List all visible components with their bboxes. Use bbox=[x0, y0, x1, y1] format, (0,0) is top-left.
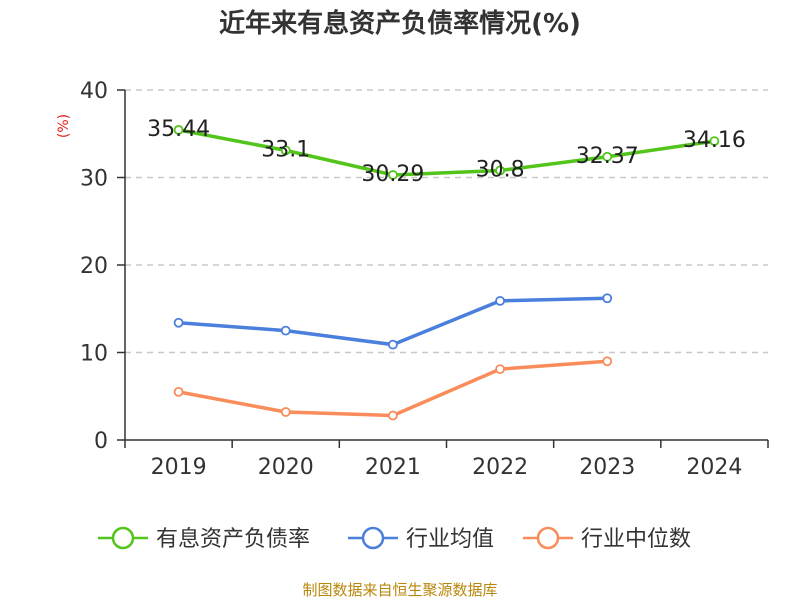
axes bbox=[117, 89, 769, 448]
data-point bbox=[173, 124, 184, 135]
series-group bbox=[173, 124, 720, 421]
data-point bbox=[495, 165, 505, 176]
series-line-1 bbox=[176, 296, 609, 347]
y-tick-label: 40 bbox=[80, 79, 108, 104]
legend-label: 行业中位数 bbox=[581, 527, 691, 552]
legend-label: 行业均值 bbox=[406, 527, 494, 552]
legend-marker bbox=[361, 526, 385, 550]
data-point bbox=[388, 339, 398, 350]
data-point bbox=[495, 295, 505, 306]
data-label: 32.37 bbox=[576, 144, 639, 169]
data-point bbox=[388, 170, 398, 180]
data-label: 34.16 bbox=[683, 128, 746, 153]
data-label: 33.1 bbox=[261, 137, 310, 162]
legend-label: 有息资产负债率 bbox=[156, 527, 310, 552]
x-tick-label: 2022 bbox=[472, 455, 528, 480]
x-tick-label: 2023 bbox=[579, 455, 635, 480]
data-point bbox=[280, 145, 291, 156]
legend-item-2[interactable]: 行业中位数 bbox=[523, 526, 691, 552]
x-tick-label: 2019 bbox=[151, 455, 207, 480]
legend: 有息资产负债率 行业均值 行业中位数 bbox=[98, 526, 691, 552]
data-point bbox=[602, 293, 613, 304]
legend-marker bbox=[111, 526, 135, 550]
x-tick-label: 2024 bbox=[686, 455, 742, 480]
x-tick-label: 2021 bbox=[365, 455, 421, 480]
data-label: 30.8 bbox=[476, 158, 525, 183]
data-label: 35.44 bbox=[147, 117, 210, 142]
series-line-2 bbox=[176, 359, 609, 418]
data-point bbox=[388, 410, 398, 421]
data-point bbox=[173, 317, 184, 328]
y-tick-label: 10 bbox=[80, 342, 108, 367]
x-tick-label: 2020 bbox=[258, 455, 314, 480]
chart-title: 近年来有息资产负债率情况(%) bbox=[219, 8, 581, 39]
data-point bbox=[495, 364, 505, 375]
data-point bbox=[602, 151, 613, 162]
y-tick-label: 0 bbox=[94, 429, 108, 454]
legend-item-1[interactable]: 行业均值 bbox=[348, 526, 494, 552]
data-point bbox=[280, 407, 291, 417]
tick-labels: 0 10 20 30 40 2019 2020 2021 2022 2023 2024 bbox=[80, 79, 742, 480]
data-point bbox=[602, 356, 613, 367]
grid-lines bbox=[125, 89, 768, 354]
y-tick-label: 20 bbox=[80, 254, 108, 279]
data-label: 30.29 bbox=[361, 162, 424, 187]
data-point bbox=[173, 386, 184, 397]
y-axis-label: (%) bbox=[56, 114, 72, 138]
data-point bbox=[709, 136, 720, 147]
series-line-0 bbox=[176, 128, 717, 177]
data-point bbox=[280, 325, 291, 336]
y-tick-label: 30 bbox=[80, 167, 108, 192]
legend-marker bbox=[536, 526, 560, 550]
data-labels: 35.44 33.1 30.29 30.8 32.37 34.16 bbox=[147, 117, 746, 187]
legend-item-0[interactable]: 有息资产负债率 bbox=[98, 526, 310, 552]
source-note: 制图数据来自恒生聚源数据库 bbox=[302, 581, 497, 599]
